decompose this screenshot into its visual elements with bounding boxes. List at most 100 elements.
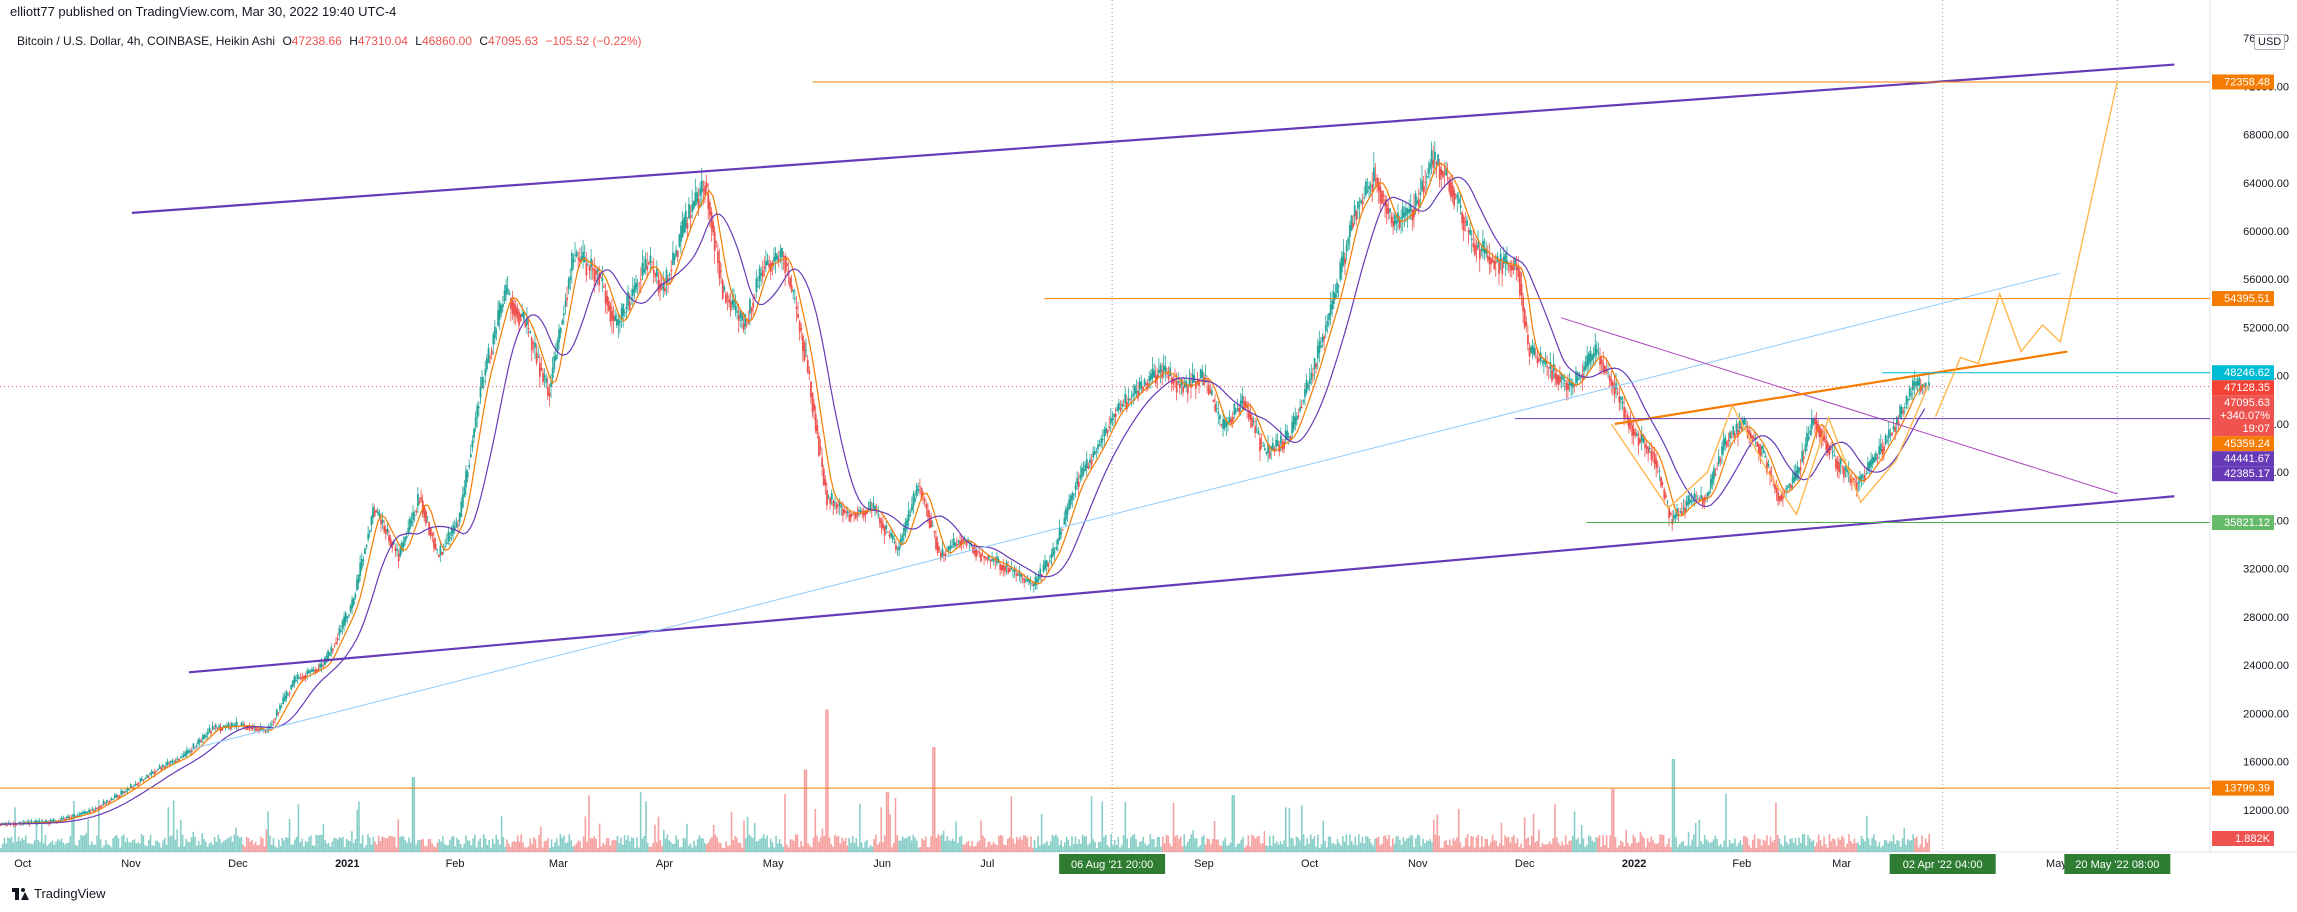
volume-bar — [1311, 839, 1314, 852]
candle — [563, 313, 565, 316]
volume-bar — [1794, 837, 1797, 852]
candle — [54, 820, 57, 822]
volume-bar — [1841, 835, 1843, 852]
volume-bar — [1600, 846, 1603, 852]
volume-bar — [634, 847, 637, 852]
candle — [1790, 484, 1792, 489]
volume-bar — [1832, 838, 1834, 852]
candle — [1895, 416, 1898, 425]
candle — [439, 546, 442, 555]
volume-bar — [1233, 795, 1235, 852]
candle — [1209, 389, 1212, 394]
x-tick-label: May — [763, 858, 784, 870]
candle — [1355, 211, 1358, 220]
volume-bar — [1751, 839, 1754, 852]
volume-bar — [417, 840, 419, 852]
candle — [442, 548, 445, 550]
candle — [984, 557, 987, 559]
volume-bar — [274, 846, 277, 852]
candle — [338, 628, 341, 636]
candle — [575, 252, 578, 257]
candle — [1717, 456, 1720, 465]
volume-bar — [1219, 845, 1221, 852]
volume-bar — [433, 846, 435, 852]
volume-bar — [242, 844, 244, 852]
candle — [1156, 374, 1159, 380]
volume-bar — [94, 844, 97, 852]
volume-bar — [356, 809, 359, 852]
candle — [1470, 239, 1473, 241]
volume-bar — [1748, 845, 1750, 852]
volume-bar — [1470, 835, 1472, 852]
currency-button[interactable]: USD — [2254, 34, 2286, 50]
volume-bar — [472, 838, 474, 852]
volume-bar — [1587, 835, 1590, 852]
candle — [184, 751, 187, 756]
volume-bar — [1276, 841, 1278, 852]
volume-bar — [1058, 845, 1061, 852]
candle — [912, 493, 915, 506]
volume-bar — [1083, 836, 1086, 852]
candle — [1077, 481, 1080, 487]
candle — [1897, 421, 1900, 425]
candle — [1422, 186, 1425, 193]
candle — [1458, 198, 1460, 204]
volume-bar — [1604, 844, 1606, 852]
candle — [1270, 445, 1273, 451]
volume-bar — [1564, 835, 1567, 852]
candle — [1425, 175, 1428, 178]
candle — [155, 770, 158, 772]
candle — [1074, 485, 1077, 490]
volume-bar — [1557, 842, 1560, 852]
candle — [1793, 472, 1796, 482]
volume-bar — [1645, 847, 1647, 852]
tradingview-logo[interactable]: TradingView — [12, 886, 106, 901]
candle — [1435, 162, 1438, 165]
volume-bar — [1342, 836, 1344, 852]
volume-bar — [1010, 796, 1013, 852]
volume-bar — [74, 844, 77, 852]
volume-bar — [1163, 843, 1166, 852]
candle — [636, 285, 639, 287]
volume-bar — [1194, 838, 1196, 852]
candle — [635, 282, 637, 290]
candle — [1236, 408, 1239, 411]
volume-bar — [1117, 837, 1120, 852]
candle — [1804, 444, 1807, 452]
volume-bar — [327, 842, 330, 852]
candle — [1049, 560, 1051, 562]
volume-bar — [477, 840, 480, 852]
candle — [1480, 249, 1483, 251]
candle — [571, 252, 573, 271]
candle — [1679, 511, 1682, 513]
candle — [1863, 475, 1866, 481]
tradingview-icon — [12, 887, 29, 900]
volume-bar — [572, 846, 574, 852]
candle — [1520, 284, 1523, 296]
volume-bar — [1201, 836, 1203, 852]
volume-bar — [1908, 840, 1911, 852]
candle — [1733, 433, 1736, 437]
candle — [1430, 150, 1433, 165]
candle — [652, 269, 655, 275]
candle — [838, 501, 841, 507]
volume-bar — [1636, 843, 1638, 852]
candle — [117, 796, 119, 798]
candle — [279, 705, 281, 711]
candle — [1020, 574, 1022, 577]
candle — [136, 783, 139, 786]
candle — [1616, 392, 1619, 394]
candle — [200, 740, 203, 743]
volume-bar — [1440, 847, 1442, 852]
candle — [1106, 429, 1109, 433]
candle — [1573, 385, 1576, 387]
volume-bar — [630, 837, 633, 852]
volume-bar — [465, 835, 467, 852]
candle — [113, 794, 116, 798]
symbol-title[interactable]: Bitcoin / U.S. Dollar, 4h, COINBASE, Hei… — [17, 34, 276, 48]
candle — [1371, 184, 1374, 192]
volume-bar — [967, 840, 970, 852]
volume-bar — [693, 840, 695, 852]
volume-bar — [1689, 845, 1692, 852]
